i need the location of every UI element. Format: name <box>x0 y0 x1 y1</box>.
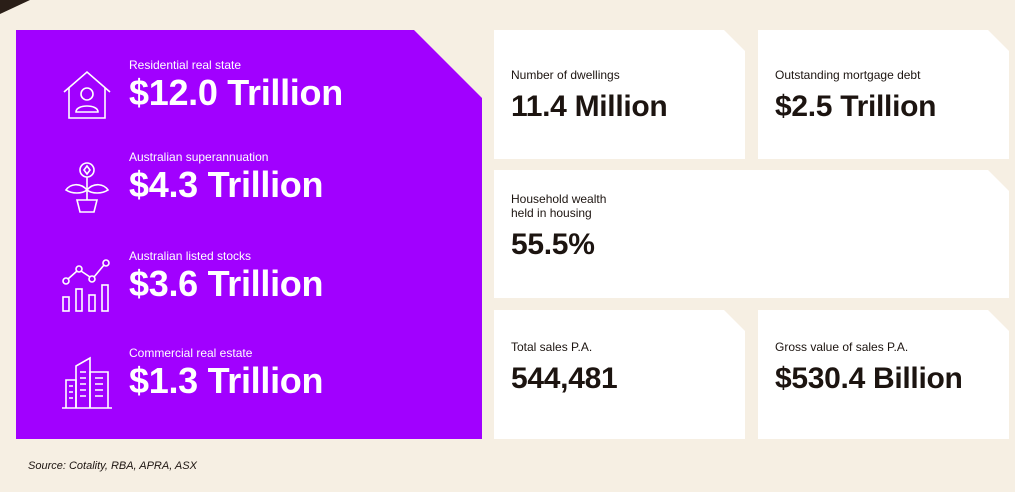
stat-superannuation: Australian superannuation $4.3 Trillion <box>16 150 482 230</box>
stat-commercial: Commercial real estate $1.3 Trillion <box>16 346 482 426</box>
office-building-icon <box>60 356 114 410</box>
card-label-line1: Household wealth <box>511 192 607 206</box>
stat-label: Commercial real estate <box>129 346 253 360</box>
house-person-icon <box>60 68 114 122</box>
card-label: Outstanding mortgage debt <box>775 68 921 82</box>
card-mortgage-debt: Outstanding mortgage debt $2.5 Trillion <box>758 30 1009 159</box>
card-value: $2.5 Trillion <box>775 90 937 123</box>
card-total-sales: Total sales P.A. 544,481 <box>494 310 745 439</box>
stat-value: $1.3 Trillion <box>129 360 324 401</box>
stat-value: $3.6 Trillion <box>129 263 324 304</box>
plant-coin-icon <box>60 160 114 214</box>
card-household-wealth: Household wealth held in housing 55.5% <box>494 170 1009 298</box>
asset-classes-panel: Residential real state $12.0 Trillion Au… <box>16 30 482 439</box>
stat-label: Australian superannuation <box>129 150 269 164</box>
card-number-of-dwellings: Number of dwellings 11.4 Million <box>494 30 745 159</box>
card-label: Gross value of sales P.A. <box>775 340 909 354</box>
stock-chart-icon <box>60 259 114 313</box>
card-gross-value-sales: Gross value of sales P.A. $530.4 Billion <box>758 310 1009 439</box>
stat-label: Australian listed stocks <box>129 249 252 263</box>
corner-decoration <box>0 0 30 14</box>
source-note: Source: Cotality, RBA, APRA, ASX <box>28 460 197 472</box>
card-value: 55.5% <box>511 228 595 261</box>
stat-residential: Residential real state $12.0 Trillion <box>16 58 482 138</box>
card-value: 11.4 Million <box>511 90 668 123</box>
card-label-line2: held in housing <box>511 206 592 220</box>
stat-value: $12.0 Trillion <box>129 72 343 113</box>
stat-listed-stocks: Australian listed stocks $3.6 Trillion <box>16 249 482 329</box>
card-value: $530.4 Billion <box>775 362 963 395</box>
card-label: Number of dwellings <box>511 68 620 82</box>
stat-value: $4.3 Trillion <box>129 164 324 205</box>
card-label: Total sales P.A. <box>511 340 593 354</box>
stat-label: Residential real state <box>129 58 242 72</box>
card-value: 544,481 <box>511 362 618 395</box>
card-label: Household wealth held in housing <box>511 192 606 220</box>
